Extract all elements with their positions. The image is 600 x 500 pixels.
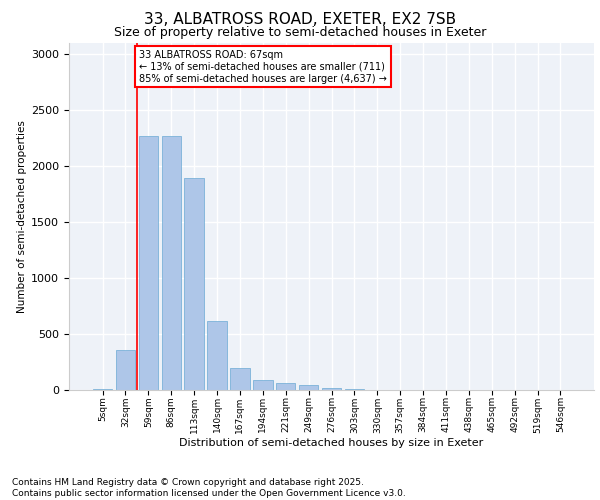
Bar bbox=[299, 385, 319, 390]
Bar bbox=[322, 388, 341, 390]
Text: Size of property relative to semi-detached houses in Exeter: Size of property relative to semi-detach… bbox=[114, 26, 486, 39]
Bar bbox=[161, 136, 181, 390]
Bar bbox=[230, 368, 250, 390]
Bar bbox=[253, 380, 272, 390]
Bar bbox=[139, 136, 158, 390]
Y-axis label: Number of semi-detached properties: Number of semi-detached properties bbox=[17, 120, 27, 312]
Text: 33 ALBATROSS ROAD: 67sqm
← 13% of semi-detached houses are smaller (711)
85% of : 33 ALBATROSS ROAD: 67sqm ← 13% of semi-d… bbox=[139, 50, 387, 84]
X-axis label: Distribution of semi-detached houses by size in Exeter: Distribution of semi-detached houses by … bbox=[179, 438, 484, 448]
Bar bbox=[184, 178, 204, 390]
Bar bbox=[276, 382, 295, 390]
Text: Contains HM Land Registry data © Crown copyright and database right 2025.
Contai: Contains HM Land Registry data © Crown c… bbox=[12, 478, 406, 498]
Bar bbox=[116, 350, 135, 390]
Text: 33, ALBATROSS ROAD, EXETER, EX2 7SB: 33, ALBATROSS ROAD, EXETER, EX2 7SB bbox=[144, 12, 456, 28]
Bar bbox=[93, 389, 112, 390]
Bar bbox=[208, 320, 227, 390]
